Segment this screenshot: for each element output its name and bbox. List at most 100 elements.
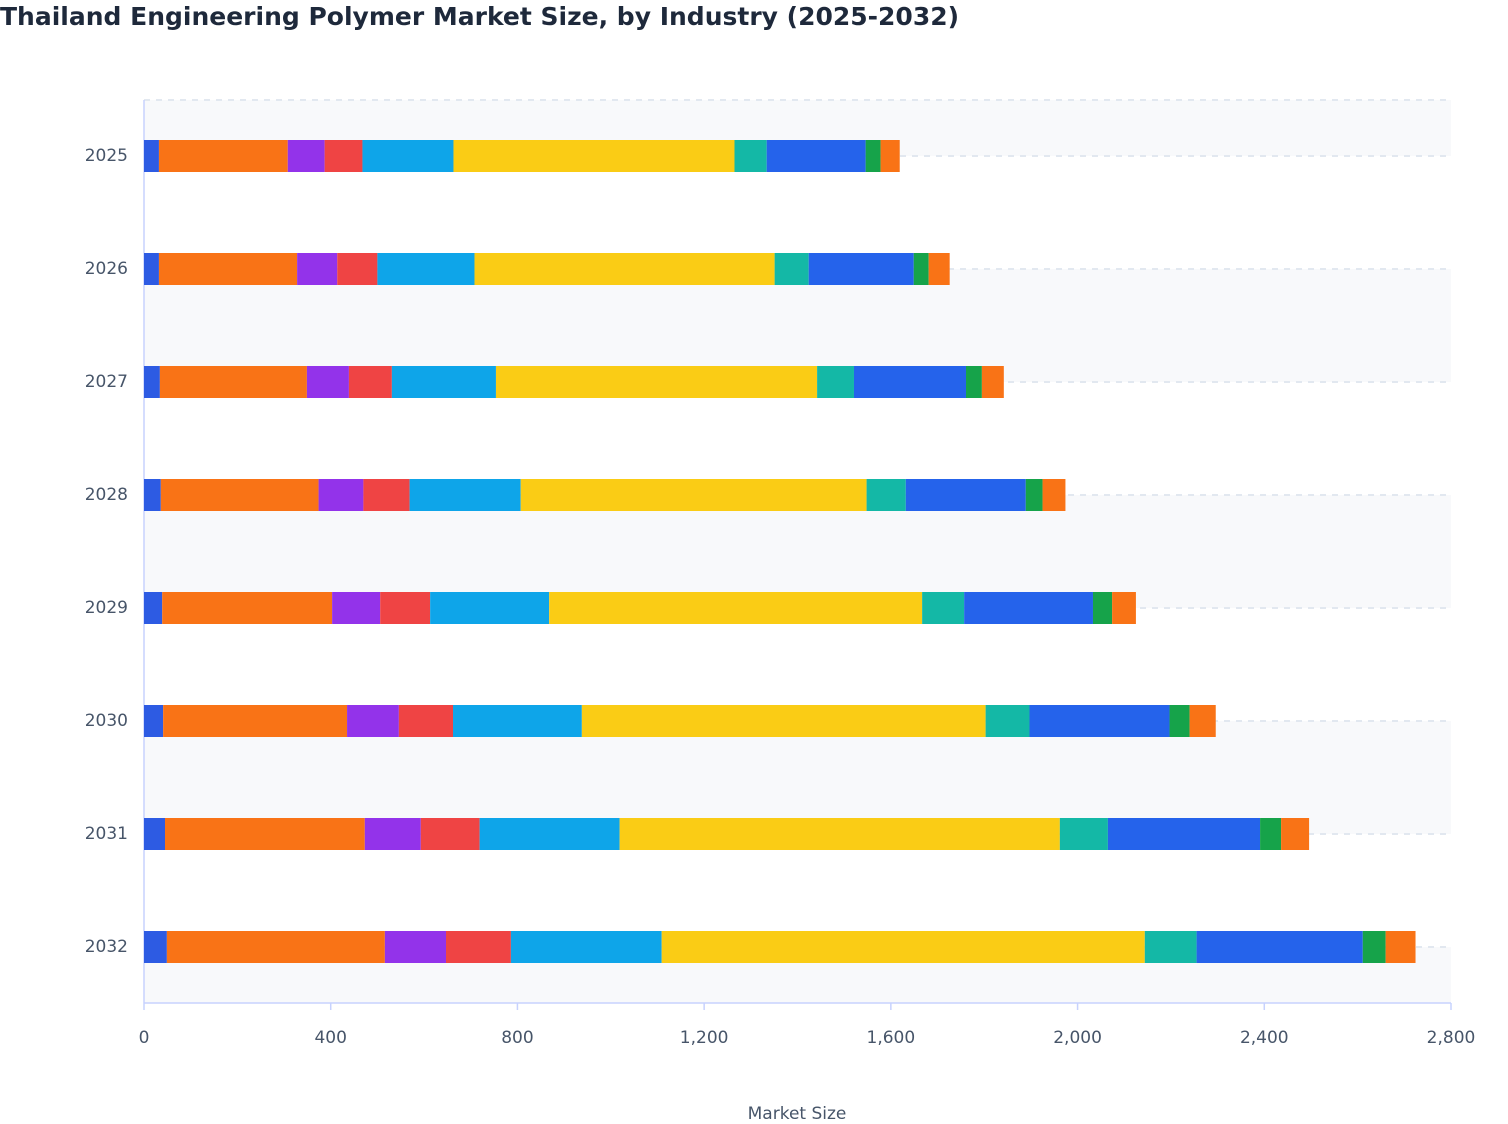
- bar-segment: [158, 253, 298, 285]
- x-tick-label: 400: [314, 1028, 346, 1048]
- bar-segment: [144, 479, 161, 511]
- bar-segment: [144, 705, 164, 737]
- bar-segment: [144, 253, 159, 285]
- bar-segment: [287, 140, 325, 172]
- bar-segment: [922, 592, 965, 624]
- bar-segment: [332, 592, 381, 624]
- bar-segment: [306, 366, 349, 398]
- y-tick-label: 2031: [85, 824, 128, 844]
- bar-segment: [866, 479, 906, 511]
- bar-segment: [1144, 931, 1197, 963]
- bar-segment: [1281, 818, 1310, 850]
- x-tick-label: 2,000: [1053, 1028, 1102, 1048]
- bar-segment: [905, 479, 1026, 511]
- bar-segment: [495, 366, 818, 398]
- bar-segment: [549, 592, 923, 624]
- bar-segment: [913, 253, 929, 285]
- x-tick-label: 800: [501, 1028, 533, 1048]
- bar-segment: [144, 818, 166, 850]
- bar-segment: [880, 140, 900, 172]
- bar-segment: [363, 479, 410, 511]
- bar-segment: [1189, 705, 1216, 737]
- bar-segment: [1196, 931, 1363, 963]
- bar-segment: [985, 705, 1030, 737]
- bar-segment: [1169, 705, 1190, 737]
- bar-segment: [661, 931, 1145, 963]
- bar-segment: [774, 253, 809, 285]
- bar-segment: [160, 479, 319, 511]
- bar-segment: [479, 818, 620, 850]
- bar-segment: [964, 592, 1093, 624]
- bar-segment: [1362, 931, 1386, 963]
- bar-segment: [337, 253, 378, 285]
- bar-segment: [453, 705, 582, 737]
- y-tick-label: 2029: [85, 598, 128, 618]
- bar-segment: [144, 366, 160, 398]
- plot-band: [144, 269, 1451, 382]
- bar-segment: [474, 253, 775, 285]
- bar-segment: [163, 705, 348, 737]
- bar-segment: [520, 479, 867, 511]
- bar-segment: [853, 366, 967, 398]
- bar-segment: [766, 140, 866, 172]
- bar-segment: [966, 366, 982, 398]
- bar-segment: [446, 931, 511, 963]
- bar-segment: [734, 140, 767, 172]
- bar-segment: [377, 253, 475, 285]
- x-tick-label: 1,200: [680, 1028, 729, 1048]
- bar-segment: [619, 818, 1060, 850]
- bar-segment: [865, 140, 881, 172]
- plot-band: [144, 721, 1451, 834]
- bar-segment: [1042, 479, 1066, 511]
- bar-segment: [1260, 818, 1282, 850]
- bar-segment: [1107, 818, 1261, 850]
- bar-segment: [430, 592, 550, 624]
- bar-segment: [808, 253, 914, 285]
- x-axis-title: Market Size: [748, 1104, 847, 1120]
- bar-segment: [398, 705, 454, 737]
- bar-segment: [364, 818, 421, 850]
- bar-segment: [409, 479, 521, 511]
- bar-segment: [324, 140, 363, 172]
- x-tick-label: 2,800: [1427, 1028, 1476, 1048]
- bar-segment: [391, 366, 496, 398]
- y-tick-label: 2032: [85, 937, 128, 957]
- bar-segment: [981, 366, 1004, 398]
- bar-segment: [928, 253, 950, 285]
- y-tick-label: 2028: [85, 485, 128, 505]
- plot-band: [144, 495, 1451, 608]
- bar-segment: [1385, 931, 1416, 963]
- y-tick-label: 2027: [85, 372, 128, 392]
- bar-segment: [297, 253, 338, 285]
- y-tick-label: 2030: [85, 711, 128, 731]
- bar-segment: [581, 705, 986, 737]
- bar-segment: [384, 931, 447, 963]
- x-tick-label: 1,600: [867, 1028, 916, 1048]
- bar-segment: [144, 592, 163, 624]
- bar-segment: [817, 366, 854, 398]
- bar-segment: [1025, 479, 1043, 511]
- bar-segment: [144, 931, 167, 963]
- bar-segment: [162, 592, 333, 624]
- bar-segment: [362, 140, 454, 172]
- bar-segment: [144, 140, 159, 172]
- bar-segment: [1029, 705, 1170, 737]
- bar-segment: [453, 140, 735, 172]
- bar-segment: [1092, 592, 1113, 624]
- bar-segment: [1059, 818, 1108, 850]
- bar-segment: [165, 818, 365, 850]
- bar-segment: [1112, 592, 1136, 624]
- bar-segment: [348, 366, 392, 398]
- bar-segment: [510, 931, 662, 963]
- y-tick-label: 2025: [85, 146, 128, 166]
- x-tick-label: 2,400: [1240, 1028, 1289, 1048]
- bar-segment: [159, 366, 307, 398]
- bar-segment: [158, 140, 288, 172]
- bar-segment: [420, 818, 480, 850]
- chart-title: Thailand Engineering Polymer Market Size…: [0, 2, 959, 31]
- x-tick-label: 0: [139, 1028, 150, 1048]
- bar-segment: [347, 705, 399, 737]
- bar-segment: [380, 592, 431, 624]
- y-tick-label: 2026: [85, 259, 128, 279]
